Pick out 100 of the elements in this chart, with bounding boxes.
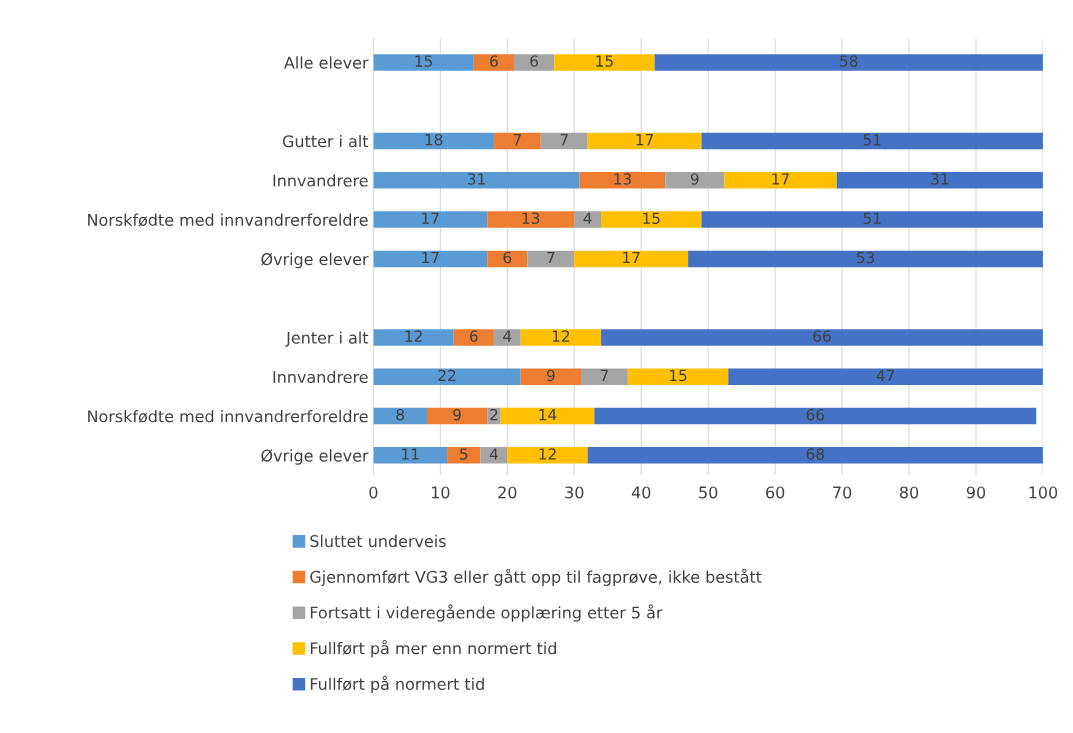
data-label: 17 [422, 251, 439, 264]
bar [520, 329, 602, 346]
data-label: 6 [490, 55, 498, 67]
bar [728, 368, 1043, 386]
bar [627, 368, 729, 386]
data-label: 7 [560, 134, 568, 146]
bar [594, 407, 1037, 425]
data-label: 47 [876, 369, 895, 381]
x-tick-label: 90 [966, 486, 986, 499]
data-label: 9 [453, 408, 461, 421]
bar [574, 211, 602, 228]
x-tick-label: 100 [1029, 486, 1058, 499]
bar [426, 407, 488, 425]
data-label: 11 [402, 448, 419, 460]
bar [473, 54, 515, 71]
data-label: 51 [863, 134, 881, 146]
data-label: 58 [840, 55, 858, 67]
x-tick-label: 30 [565, 486, 584, 499]
data-label: 7 [600, 369, 608, 381]
bar [453, 329, 494, 346]
data-label: 8 [396, 408, 404, 421]
bar [540, 132, 588, 150]
legend-label: Fortsatt i videregående opplæring etter 5 år [310, 604, 663, 622]
data-label: 9 [546, 369, 555, 382]
bar [373, 329, 454, 346]
data-label: 68 [806, 448, 824, 460]
x-tick-label: 0 [369, 486, 378, 499]
bar [701, 132, 1043, 150]
data-label: 15 [415, 55, 433, 67]
bar [701, 211, 1043, 228]
data-label: 12 [552, 330, 570, 342]
data-label: 2 [490, 408, 498, 421]
data-label: 13 [522, 212, 540, 225]
data-label: 7 [547, 251, 555, 264]
data-label: 31 [467, 173, 485, 185]
x-tick-label: 80 [899, 486, 919, 499]
bar [601, 329, 1043, 346]
data-label: 4 [583, 212, 592, 224]
data-label: 66 [813, 330, 831, 342]
data-label: 5 [460, 448, 468, 460]
data-label: 4 [489, 448, 498, 460]
bar [493, 132, 541, 150]
y-tick-label: Øvrige elever [261, 449, 369, 465]
data-label: 17 [422, 212, 439, 224]
bar [373, 368, 521, 386]
data-label: 13 [614, 173, 631, 185]
y-tick-label: Jenter i alt [285, 331, 369, 347]
data-label: 7 [513, 134, 521, 146]
data-label: 17 [772, 173, 789, 185]
y-tick-label: Gutter i alt [282, 134, 369, 148]
bar [500, 407, 595, 425]
x-tick-label: 10 [431, 486, 450, 499]
data-label: 15 [670, 369, 687, 382]
bar [724, 172, 837, 189]
bar [507, 447, 588, 464]
data-label: 14 [539, 409, 557, 421]
data-label: 66 [806, 408, 825, 421]
bar [520, 368, 581, 386]
bar [587, 132, 702, 150]
y-tick-label: Alle elever [284, 56, 369, 69]
x-tick-label: 40 [631, 486, 651, 499]
bar [487, 407, 501, 425]
bar [514, 54, 555, 71]
legend-label: Gjennomført VG3 eller gått opp til fagprøve, ikke bestått [310, 568, 762, 586]
x-tick-label: 60 [766, 486, 785, 499]
bar [487, 250, 528, 268]
y-tick-label: Øvrige elever [261, 252, 369, 269]
bar [373, 172, 580, 189]
bar [580, 368, 628, 386]
bar [574, 250, 689, 268]
y-tick-label: Norskfødte med innvandrerforeldre [88, 409, 368, 423]
legend-label: Sluttet underveis [310, 534, 446, 548]
bar [688, 250, 1043, 268]
bar [601, 211, 702, 228]
bar [373, 54, 474, 71]
x-tick-label: 50 [699, 486, 718, 499]
x-tick-label: 70 [833, 486, 852, 499]
bar [665, 172, 725, 189]
data-label: 9 [690, 173, 699, 185]
bar [480, 447, 508, 464]
bar [579, 172, 666, 189]
data-label: 6 [530, 55, 538, 67]
data-label: 15 [643, 212, 660, 225]
data-label: 12 [539, 448, 556, 460]
bar [373, 211, 488, 228]
data-label: 4 [503, 330, 512, 342]
bar [373, 132, 494, 150]
data-label: 22 [438, 369, 456, 381]
bar [527, 250, 575, 268]
data-label: 15 [596, 55, 613, 67]
data-label: 17 [623, 251, 640, 264]
legend-label: Fullført på normert tid [310, 675, 484, 694]
data-label: 6 [503, 251, 512, 264]
bar [373, 407, 427, 425]
data-label: 17 [636, 134, 653, 146]
bar [373, 250, 488, 268]
bar [493, 329, 521, 346]
bar [836, 172, 1043, 189]
bar [373, 447, 448, 464]
bar [447, 447, 481, 464]
